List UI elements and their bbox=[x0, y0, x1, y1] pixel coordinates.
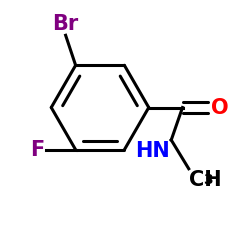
Text: CH: CH bbox=[189, 170, 222, 190]
Text: HN: HN bbox=[135, 141, 170, 161]
Text: Br: Br bbox=[52, 14, 79, 34]
Text: O: O bbox=[210, 98, 228, 117]
Text: F: F bbox=[30, 140, 44, 160]
Text: 3: 3 bbox=[203, 173, 212, 187]
